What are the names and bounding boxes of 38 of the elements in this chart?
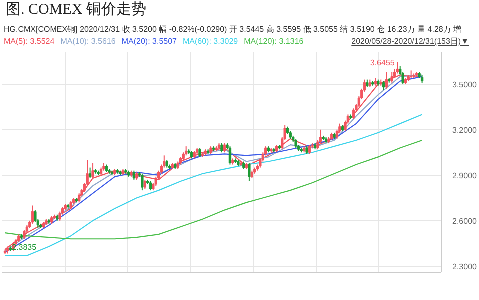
- y-tick-label: 3.5000: [452, 80, 478, 90]
- candlestick: [294, 138, 298, 149]
- annotation: 3.6455: [370, 58, 396, 68]
- text: MA(120): 3.1316: [244, 36, 304, 48]
- y-tick-label: 2.9000: [452, 171, 478, 180]
- candlestick: [220, 143, 224, 154]
- candlestick: [31, 205, 34, 224]
- candlestick: [144, 179, 147, 190]
- y-tick-label: 3.2000: [452, 126, 478, 135]
- text: MA(20): 3.5507: [122, 36, 177, 48]
- candlestick: [308, 144, 312, 155]
- candlestick: [78, 193, 81, 204]
- candlestick: [23, 230, 26, 240]
- candlestick: [198, 148, 202, 158]
- candlestick: [132, 170, 136, 180]
- text: MA(60): 3.3029: [182, 36, 238, 48]
- y-tick-label: 2.6000: [452, 216, 478, 226]
- candlestick: [88, 167, 92, 179]
- candlestick: [223, 143, 226, 154]
- line-series: [4, 114, 423, 256]
- candlestick: [92, 162, 94, 179]
- candlestick: [352, 108, 356, 120]
- y-tick-label: 2.3000: [452, 262, 478, 272]
- candlestick: [149, 180, 152, 192]
- line-series: [4, 140, 423, 240]
- candlestick: [58, 211, 62, 222]
- text: 2020/05/28-2020/12/31(153日)▼: [352, 36, 469, 48]
- candlestick: [410, 70, 413, 79]
- candlestick: [248, 162, 251, 182]
- candlestick: [141, 173, 144, 192]
- chart-title: 图. COMEX 铜价走势: [6, 0, 146, 20]
- candlestick: [184, 146, 188, 156]
- candlestick: [228, 146, 232, 166]
- chart-subtitle: HG.CMX[COMEX铜] 2020/12/31 收 3.5200 幅 -0.82%(-0.0290) 开 3.5445 高 3.5595 低 3.5055 结 3.5190 仓 16.23万 量 4.28万 增: [4, 24, 462, 36]
- candlestick: [396, 62, 399, 74]
- candlestick: [382, 80, 386, 91]
- text: MA(10): 3.5616: [60, 36, 116, 48]
- text: MA(5): 3.5524: [4, 36, 55, 48]
